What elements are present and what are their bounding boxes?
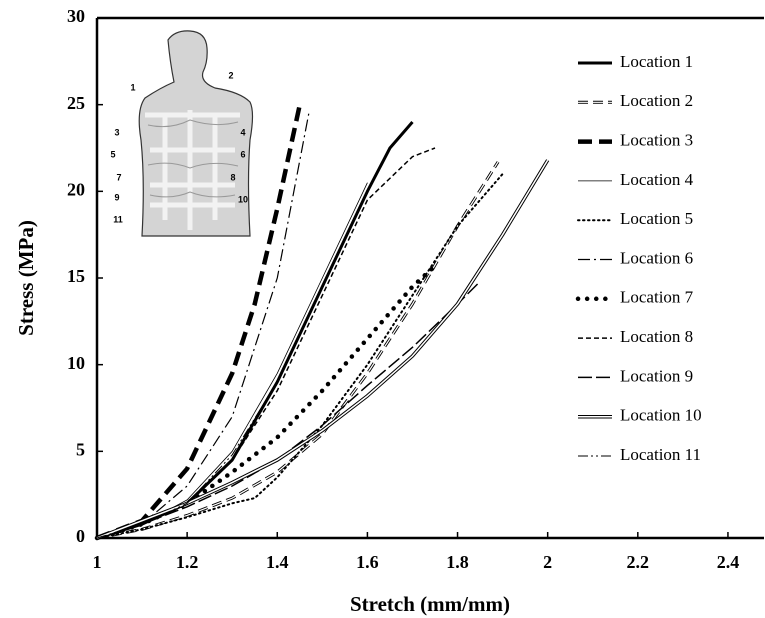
- y-tick-label: 20: [67, 179, 85, 199]
- legend-label: Location 11: [620, 445, 701, 464]
- series-line: [96, 191, 368, 539]
- inset-label: 5: [110, 149, 115, 159]
- x-tick-label: 1.6: [356, 552, 379, 572]
- inset-label: 8: [230, 172, 235, 182]
- legend-label: Location 9: [620, 366, 693, 385]
- y-tick-label: 10: [67, 353, 85, 373]
- x-axis-title: Stretch (mm/mm): [350, 592, 510, 616]
- inset-label: 2: [228, 70, 233, 80]
- series-line: [96, 147, 436, 539]
- legend-label: Location 7: [620, 288, 694, 307]
- x-tick-label: 1: [93, 552, 102, 572]
- x-tick-label: 1.8: [446, 552, 469, 572]
- legend-bg: [572, 240, 762, 280]
- inset-label: 7: [116, 172, 121, 182]
- legend-bg: [572, 161, 762, 202]
- legend-label: Location 1: [620, 52, 693, 71]
- legend-bg: [572, 437, 762, 477]
- y-tick-label: 5: [76, 439, 85, 459]
- inset-label: 10: [238, 194, 248, 204]
- x-tick-label: 2: [543, 552, 552, 572]
- inset-label: 9: [114, 192, 119, 202]
- x-tick-label: 2.4: [717, 552, 740, 572]
- y-tick-label: 30: [67, 6, 85, 26]
- series-line: [94, 263, 438, 541]
- series-line: [96, 280, 481, 539]
- legend-label: Location 3: [620, 131, 693, 150]
- x-tick-label: 1.4: [266, 552, 289, 572]
- inset-label: 4: [240, 127, 245, 137]
- y-tick-label: 15: [67, 266, 85, 286]
- series-line: [96, 173, 504, 539]
- legend-label: Location 5: [620, 209, 693, 228]
- x-tick-label: 2.2: [627, 552, 650, 572]
- inset-figure: [138, 30, 254, 237]
- inset-label: 3: [114, 127, 119, 137]
- x-tick-label: 1.2: [176, 552, 199, 572]
- inset-label: 1: [130, 82, 135, 92]
- y-tick-label: 25: [67, 93, 85, 113]
- y-tick-label: 0: [76, 526, 85, 546]
- inset-label: 6: [240, 149, 245, 159]
- legend-label: Location 6: [620, 248, 693, 267]
- legend-label: Location 4: [620, 170, 694, 189]
- series-line-inner: [96, 159, 549, 539]
- legend-label: Location 10: [620, 406, 702, 425]
- legend-label: Location 2: [620, 91, 693, 110]
- y-axis-title: Stress (MPa): [14, 220, 38, 336]
- inset-label: 11: [113, 214, 123, 224]
- legend-bg: [572, 83, 762, 123]
- legend-label: Location 8: [620, 327, 693, 346]
